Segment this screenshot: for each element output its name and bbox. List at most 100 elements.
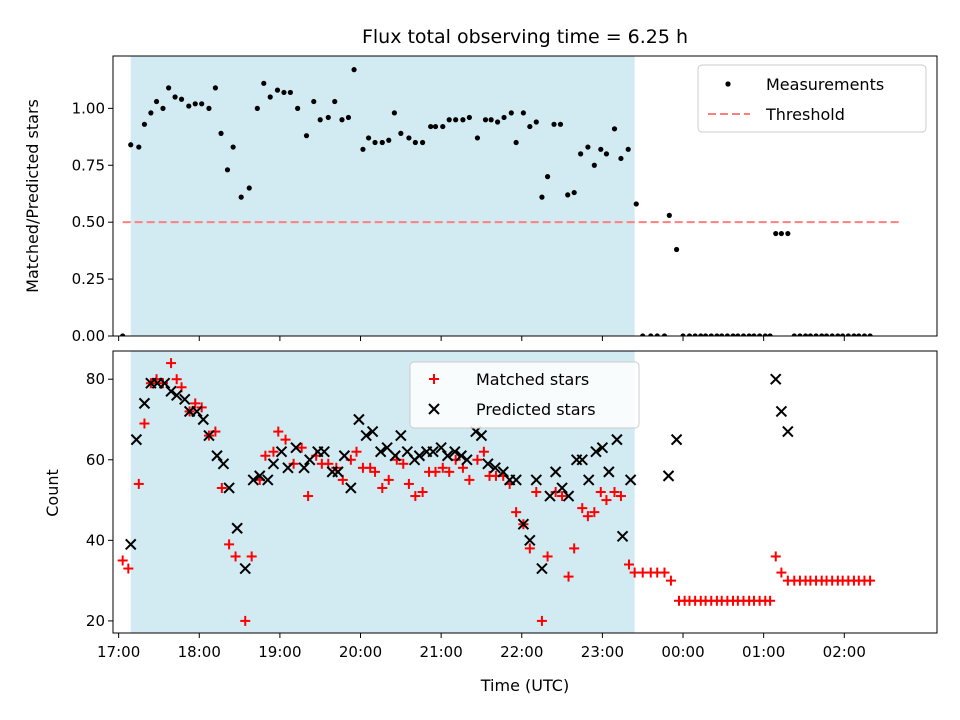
measurement-point (317, 117, 323, 123)
matched-star-marker (403, 478, 414, 489)
bottom-x-tick-label: 21:00 (420, 643, 463, 661)
matched-star-marker (430, 466, 441, 477)
matched-star-marker (398, 458, 409, 469)
predicted-marker-b (211, 450, 223, 462)
top-y-axis-label: Matched/Predicted stars (23, 99, 42, 293)
measurement-point (141, 121, 148, 127)
chart-title: Flux total observing time = 6.25 h (362, 26, 688, 48)
measurement-point (230, 144, 236, 150)
measurement-point (648, 333, 654, 336)
measurement-point (680, 333, 686, 336)
predicted-marker-b (544, 490, 556, 502)
matched-star-marker (288, 458, 299, 469)
bottom-panel: 20 40 60 80 17:00 18:00 19:00 20:00 21:00 22:00 23… (43, 350, 938, 695)
measurement-point (673, 246, 680, 253)
predicted-star-marker (562, 490, 575, 502)
predicted-marker-b (170, 389, 183, 402)
bottom-x-tick-label: 01:00 (742, 643, 785, 661)
legend-threshold-label: Threshold (765, 105, 845, 124)
matched-star-marker (865, 575, 876, 586)
x-axis-label: Time (UTC) (480, 676, 569, 695)
matched-star-marker (542, 551, 553, 562)
predicted-marker-b (624, 474, 637, 486)
measurement-point (153, 98, 160, 105)
predicted-marker-b (318, 446, 330, 458)
measurement-point (703, 333, 709, 336)
measurement-point (379, 139, 385, 146)
legend-measurements-label: Measurements (766, 75, 884, 94)
matched-star-marker (776, 567, 787, 578)
bottom-x-tick-label: 23:00 (581, 643, 624, 661)
matched-star-marker (589, 507, 600, 518)
measurement-point (598, 146, 604, 152)
measurement-point (578, 151, 584, 157)
top-y-tick-label: 1.00 (72, 99, 105, 117)
measurement-point (488, 117, 494, 123)
measurement-point (791, 333, 797, 336)
predicted-star-marker (413, 450, 426, 462)
predicted-marker-b (582, 474, 595, 486)
top-axes-frame (112, 55, 938, 337)
measurement-point (295, 105, 301, 111)
measurement-point (212, 85, 218, 91)
predicted-star-marker (366, 425, 379, 438)
predicted-marker-b (231, 522, 243, 534)
matched-star-marker (370, 466, 381, 477)
matched-star-marker (615, 491, 626, 502)
predicted-marker-b (275, 446, 288, 458)
predicted-star-marker (782, 425, 794, 438)
predicted-star-marker (179, 393, 191, 406)
top-legend-box (697, 64, 927, 133)
measurement-point (325, 114, 331, 121)
predicted-star-marker (282, 462, 294, 474)
predicted-star-marker (611, 433, 623, 446)
measurement-point (840, 333, 846, 336)
predicted-marker-b (223, 482, 235, 494)
measurement-point (136, 144, 142, 150)
matched-star-marker (557, 491, 568, 502)
measurement-point (719, 333, 725, 336)
predicted-star-marker (130, 433, 143, 446)
predicted-marker-b (374, 446, 387, 458)
matched-star-marker (478, 446, 489, 457)
bottom-legend-box (409, 361, 640, 429)
predicted-marker-b (217, 458, 230, 470)
predicted-star-marker (461, 454, 473, 466)
predicted-star-marker (267, 458, 280, 470)
top-panel: 0.00 0.25 0.50 0.75 1.00 Measurements Threshol… (23, 26, 938, 345)
measurement-point (735, 333, 741, 336)
matched-star-marker (563, 571, 574, 582)
measurement-point (351, 67, 357, 73)
matched-star-marker (665, 575, 676, 586)
predicted-marker-b (427, 446, 439, 458)
predicted-marker-b (395, 429, 407, 442)
measurement-point (246, 185, 252, 191)
measurement-point (767, 333, 773, 336)
predicted-star-marker (510, 474, 522, 486)
predicted-marker-b (482, 458, 494, 470)
top-legend: Measurements Threshold (697, 64, 927, 133)
predicted-marker-b (290, 441, 302, 454)
measurement-point (287, 89, 293, 96)
matched-star-marker (157, 378, 168, 389)
predicted-star-marker (455, 450, 468, 462)
predicted-star-marker (524, 534, 536, 547)
measurement-point (835, 333, 841, 336)
matched-star-marker (383, 474, 394, 485)
legend-predicted-label: Predicted stars (476, 400, 596, 419)
measurement-point (807, 333, 814, 336)
matched-star-marker (190, 398, 201, 409)
measurement-point (740, 333, 747, 336)
predicted-marker-b (603, 466, 615, 478)
top-y-tick-label: 0.75 (72, 156, 105, 174)
predicted-star-marker (662, 470, 675, 482)
measurement-point (762, 333, 768, 336)
predicted-star-marker (275, 446, 288, 458)
predicted-marker-b (530, 474, 542, 486)
matched-star-marker (410, 491, 421, 502)
measurement-point (398, 130, 404, 136)
measurement-point (757, 333, 763, 336)
predicted-marker-b (455, 450, 468, 462)
measurement-point (494, 119, 501, 125)
